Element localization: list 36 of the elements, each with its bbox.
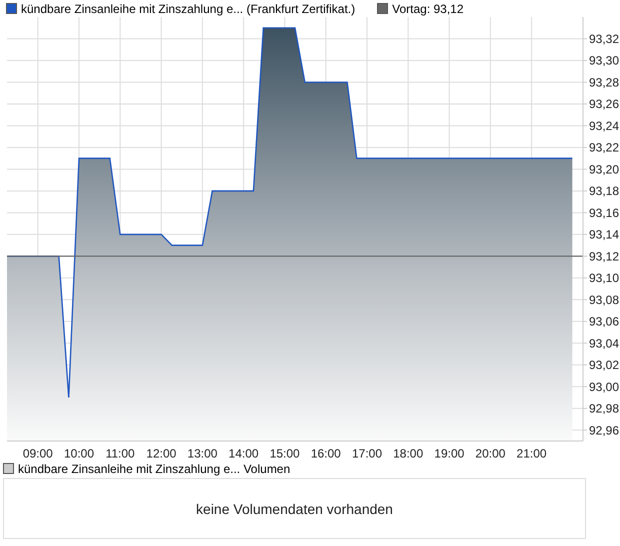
y-tick-label: 93,08: [589, 292, 620, 307]
x-tick-label: 14:00: [228, 446, 259, 461]
y-tick-label: 93,16: [589, 206, 620, 220]
y-tick-label: 93,22: [589, 140, 620, 155]
x-tick-label: 20:00: [475, 446, 506, 461]
x-tick-label: 09:00: [22, 446, 54, 461]
y-tick-label: 93,26: [589, 97, 620, 112]
x-tick-label: 21:00: [516, 446, 547, 461]
x-tick-label: 15:00: [270, 446, 300, 461]
x-tick-label: 16:00: [310, 446, 342, 461]
y-tick-label: 93,10: [589, 271, 620, 286]
legend-label: kündbare Zinsanleihe mit Zinszahlung e... (Frankfurt Zertifikat.): [20, 2, 356, 16]
y-tick-label: 93,06: [589, 314, 620, 329]
y-tick-label: 92,98: [589, 402, 620, 416]
y-tick-label: 93,12: [589, 249, 620, 264]
x-tick-label: 18:00: [393, 446, 424, 461]
y-tick-label: 93,32: [589, 32, 620, 46]
x-tick-label: 13:00: [187, 446, 218, 461]
y-tick-label: 93,00: [589, 380, 620, 394]
y-tick-label: 93,30: [589, 54, 620, 68]
y-tick-label: 93,24: [589, 118, 620, 133]
legend-label: Vortag: 93,12: [391, 2, 464, 16]
x-tick-label: 10:00: [64, 446, 94, 461]
y-tick-label: 93,28: [589, 75, 620, 90]
y-tick-label: 93,02: [589, 358, 620, 372]
y-tick-label: 93,18: [589, 184, 620, 198]
x-tick-label: 12:00: [146, 446, 177, 461]
x-tick-label: 19:00: [434, 446, 465, 461]
y-tick-label: 93,20: [589, 162, 620, 176]
x-tick-label: 17:00: [352, 446, 382, 461]
y-tick-label: 92,96: [589, 423, 620, 438]
y-tick-label: 93,14: [589, 228, 620, 242]
x-tick-label: 11:00: [106, 446, 136, 461]
text: kündbare Zinsanleihe mit Zinszahlung e... Volumen: [17, 462, 290, 476]
y-tick-label: 93,04: [589, 336, 620, 350]
text: keine Volumendaten vorhanden: [196, 500, 393, 516]
